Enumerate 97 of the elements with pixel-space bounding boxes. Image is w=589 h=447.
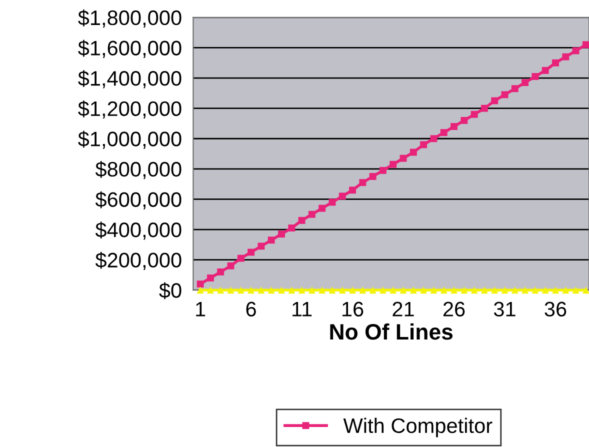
- point: [420, 141, 428, 148]
- point: [480, 286, 488, 294]
- point: [480, 104, 488, 112]
- point: [450, 286, 458, 294]
- point: [227, 286, 234, 294]
- point: [359, 179, 366, 186]
- x-tick-label: 11: [292, 302, 312, 316]
- point: [237, 286, 244, 294]
- point: [410, 286, 417, 294]
- point: [278, 230, 285, 238]
- point: [562, 53, 570, 60]
- point: [196, 280, 204, 288]
- point: [552, 286, 559, 294]
- point: [288, 224, 296, 232]
- point: [237, 254, 244, 262]
- y-tick-label: $600,000: [95, 191, 182, 210]
- point: [542, 286, 549, 294]
- point: [460, 286, 468, 294]
- point: [217, 286, 224, 294]
- point: [440, 129, 448, 136]
- point: [258, 286, 265, 294]
- point: [369, 173, 376, 180]
- point: [298, 216, 306, 224]
- point: [542, 66, 549, 74]
- x-tick-label: 6: [246, 302, 256, 317]
- point: [359, 286, 366, 294]
- point: [501, 91, 508, 98]
- y-tick-label: $1,400,000: [78, 70, 182, 88]
- x-axis-title: No Of Lines: [330, 323, 453, 340]
- point: [511, 286, 518, 294]
- legend-label: With Competitor: [343, 418, 492, 438]
- point: [349, 186, 356, 194]
- x-tick-label: 31: [494, 302, 516, 317]
- point: [470, 286, 478, 294]
- point: [338, 192, 346, 200]
- point: [562, 286, 570, 294]
- point: [552, 59, 559, 66]
- point: [390, 286, 397, 294]
- point: [511, 85, 518, 92]
- y-tick-label: $400,000: [95, 222, 182, 240]
- point: [328, 286, 336, 294]
- point: [380, 166, 386, 174]
- point: [206, 286, 214, 294]
- x-tick-label: 21: [392, 302, 414, 316]
- point: [420, 286, 428, 294]
- point: [248, 248, 255, 256]
- point: [349, 286, 356, 294]
- point: [308, 286, 316, 294]
- y-tick-label: $1,000,000: [78, 130, 182, 149]
- point: [450, 123, 458, 130]
- point: [288, 286, 296, 294]
- point: [258, 242, 265, 250]
- point: [501, 286, 508, 294]
- x-tick-label: 1: [196, 302, 206, 316]
- x-tick-label: 26: [443, 302, 465, 317]
- y-tick-label: $1,200,000: [78, 100, 182, 119]
- point: [390, 160, 397, 168]
- point: [196, 286, 204, 294]
- point: [278, 286, 285, 294]
- point: [491, 97, 498, 104]
- point: [400, 154, 407, 162]
- point: [227, 262, 234, 270]
- point: [460, 116, 468, 124]
- point: [410, 148, 417, 156]
- point: [440, 286, 448, 294]
- point: [430, 286, 438, 294]
- point: [491, 286, 498, 294]
- point: [248, 286, 255, 294]
- point: [572, 47, 580, 54]
- point: [308, 210, 316, 218]
- point: [318, 286, 326, 294]
- x-tick-label: 16: [342, 302, 364, 317]
- point: [206, 274, 214, 282]
- point: [572, 286, 580, 294]
- x-tick-label: 36: [544, 302, 566, 317]
- point: [217, 268, 224, 276]
- point: [532, 73, 539, 80]
- point: [532, 286, 539, 294]
- point: [268, 236, 275, 244]
- point: [582, 286, 589, 294]
- y-tick-label: $0: [159, 282, 182, 300]
- y-tick-label: $800,000: [95, 161, 182, 180]
- point: [318, 204, 326, 212]
- y-tick-label: $200,000: [95, 252, 182, 270]
- point: [582, 41, 589, 48]
- point: [400, 286, 407, 294]
- point: [522, 79, 529, 86]
- point: [470, 110, 478, 118]
- y-tick-label: $1,800,000: [78, 10, 182, 28]
- point: [338, 286, 346, 294]
- point: [268, 286, 275, 294]
- y-tick-label: $1,600,000: [78, 40, 182, 58]
- point: [380, 286, 386, 294]
- point: [430, 135, 438, 142]
- point: [298, 286, 306, 294]
- point: [369, 286, 376, 294]
- point: [522, 286, 529, 294]
